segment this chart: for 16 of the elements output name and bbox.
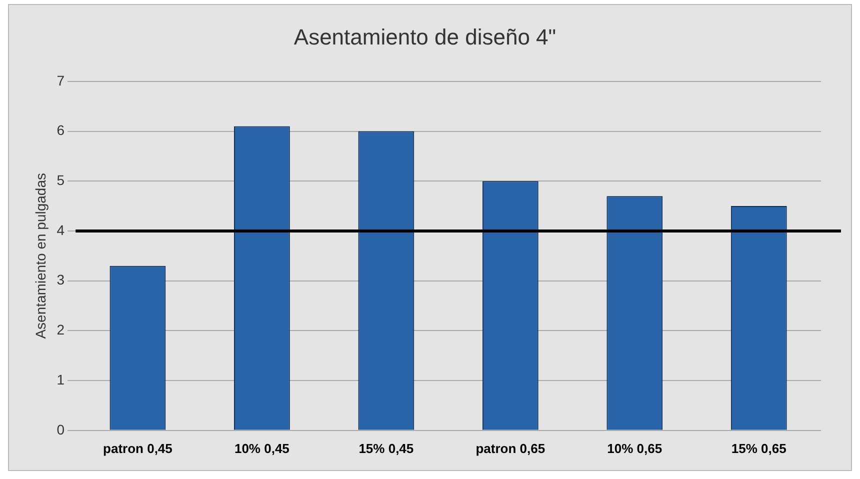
x-tick-label: 10% 0,65 — [607, 440, 662, 456]
x-tick-label: 15% 0,65 — [731, 440, 786, 456]
x-tick-label: 15% 0,45 — [358, 440, 414, 456]
x-tick-label: patron 0,65 — [476, 440, 546, 456]
y-tick-label: 5 — [56, 172, 65, 188]
x-tick-label: patron 0,45 — [103, 440, 172, 456]
y-tick-label: 7 — [56, 72, 65, 88]
y-tick-label: 6 — [56, 122, 65, 138]
y-tick-label: 2 — [56, 322, 65, 338]
y-tick-label: 3 — [56, 272, 65, 288]
x-tick-label: 10% 0,45 — [234, 440, 290, 456]
y-axis-title: Asentamiento en pulgadas — [32, 173, 48, 339]
chart-title: Asentamiento de diseño 4" — [294, 24, 556, 50]
y-tick-label: 1 — [56, 371, 65, 388]
y-tick-label: 4 — [56, 222, 65, 238]
y-tick-label: 0 — [56, 421, 65, 438]
